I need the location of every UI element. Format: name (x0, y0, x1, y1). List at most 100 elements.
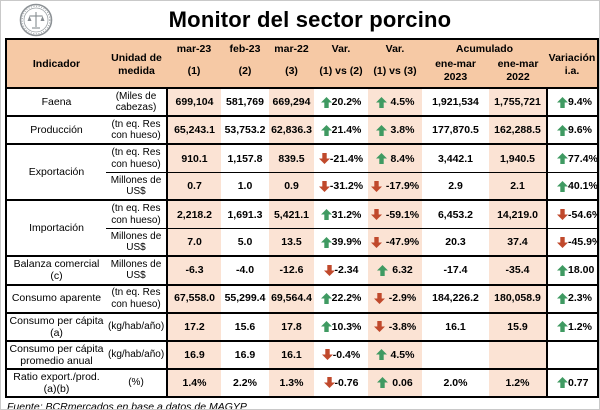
monitor-table: Indicador Unidad de medida mar-23 feb-23… (5, 38, 599, 398)
value-feb23: 1,691.3 (221, 199, 269, 229)
trend-up-icon (375, 96, 387, 108)
trend-down-icon (370, 209, 382, 221)
trend-up-icon (320, 96, 332, 108)
table-row: Consumo per cápita promedio anual (kg/hab… (6, 339, 599, 369)
header-mar23-sub: (1) (167, 57, 221, 89)
trend-up-icon (557, 96, 569, 108)
trend-value: 10.3% (316, 321, 366, 333)
var-1vs3-cell: -59.1% (368, 199, 422, 229)
variacion-ia-cell: -54.6% (547, 199, 599, 229)
trend-down-icon (373, 293, 385, 304)
variacion-ia-cell: -45.9% (547, 227, 599, 257)
value-feb23: 581,769 (221, 87, 269, 117)
var-1vs2-cell: -31.2% (314, 171, 368, 201)
trend-value: -47.9% (370, 236, 420, 248)
trend-up-icon (557, 293, 569, 304)
indicator-cell: Ratio export./prod. (a)(b) (6, 367, 106, 397)
value-feb23: 15.6 (221, 311, 269, 341)
trend-value: -31.2% (316, 180, 366, 192)
var-1vs2-cell: -0.4% (314, 339, 368, 369)
trend-value: 0.77 (550, 377, 595, 389)
variacion-ia-cell: 0.77 (547, 367, 599, 397)
value-mar22: 669,294 (269, 87, 314, 117)
acum-2023-cell: 16.1 (422, 311, 489, 341)
value-mar23: 2,218.2 (167, 199, 221, 229)
variacion-ia-cell: 40.1% (547, 171, 599, 201)
trend-down-icon (321, 349, 333, 361)
value-mar23: 7.0 (167, 227, 221, 257)
acum-2023-cell: 184,226.2 (422, 283, 489, 313)
trend-value: 8.4% (370, 153, 420, 165)
value-feb23: 2.2% (221, 367, 269, 397)
acum-2023-cell: -17.4 (422, 255, 489, 285)
table-header: Indicador Unidad de medida mar-23 feb-23… (6, 39, 599, 89)
acum-2023-cell: 3,442.1 (422, 143, 489, 173)
trend-up-icon (320, 293, 332, 304)
acum-2022-cell: 1,940.5 (489, 143, 549, 173)
unit-cell: Millones de US$ (106, 171, 168, 201)
table-row: Importación (tn eq. Res con hueso) 2,218.2… (6, 199, 599, 257)
var-1vs2-cell: 31.2% (314, 199, 368, 229)
acum-2022-cell: 14,219.0 (489, 199, 549, 229)
header-mar23: mar-23 (167, 39, 221, 58)
value-feb23: 53,753.2 (221, 115, 269, 145)
indicator-cell: Consumo per cápita (a) (6, 311, 106, 341)
trend-down-icon (373, 321, 385, 333)
trend-value: -3.8% (370, 321, 420, 333)
trend-up-icon (320, 209, 332, 221)
trend-value: 1.2% (550, 321, 595, 333)
var-1vs2-cell: 20.2% (314, 87, 368, 117)
trend-value: -45.9% (550, 236, 599, 248)
value-mar22: -12.6 (269, 255, 314, 285)
var-1vs2-cell: 39.9% (314, 227, 368, 257)
var-1vs2-cell: 22.2% (314, 283, 368, 313)
trend-value: 0.06 (370, 377, 420, 389)
table-row: Producción (tn eq. Res con hueso) 65,243.1… (6, 115, 599, 145)
trend-value: 9.4% (550, 96, 595, 108)
value-mar22: 16.1 (269, 339, 314, 369)
trend-value: -54.6% (550, 209, 599, 221)
header-variacion-ia: Variación i.a. (547, 39, 599, 89)
table-row: Consumo per cápita (a) (kg/hab/año) 17.2 15… (6, 311, 599, 341)
trend-value: -59.1% (370, 209, 420, 221)
trend-down-icon (370, 180, 382, 192)
trend-up-icon (375, 153, 387, 165)
header-mar22: mar-22 (269, 39, 314, 58)
trend-up-icon (320, 236, 332, 248)
trend-value: 21.4% (316, 124, 366, 136)
acum-2023-cell: 6,453.2 (422, 199, 489, 229)
trend-up-icon (375, 124, 387, 136)
trend-value: 40.1% (550, 180, 598, 192)
acum-2022-cell: -35.4 (489, 255, 549, 285)
trend-value: 22.2% (316, 292, 366, 304)
var-1vs3-cell: 6.32 (368, 255, 422, 285)
table-row: Faena (Miles de cabezas) 699,104 581,769 669… (6, 87, 599, 117)
trend-value: 31.2% (316, 209, 366, 221)
acum-2022-cell (489, 339, 549, 369)
trend-up-icon (557, 321, 569, 333)
acum-2022-cell: 1,755,721 (489, 87, 549, 117)
table-body: Faena (Miles de cabezas) 699,104 581,769 669… (6, 87, 599, 397)
header-acumulado: Acumulado (422, 39, 548, 58)
indicator-cell: Producción (6, 115, 106, 145)
variacion-ia-cell: 1.2% (547, 311, 599, 341)
table-row: Millones de US$ 0.7 1.0 0.9 -31.2% -17.9% 2.9 2… (6, 171, 599, 201)
value-mar23: 17.2 (167, 311, 221, 341)
trend-up-icon (377, 377, 389, 389)
value-feb23: 5.0 (221, 227, 269, 257)
table-row: Ratio export./prod. (a)(b) (%) 1.4% 2.2% 1.3… (6, 367, 599, 397)
value-mar23: 1.4% (167, 367, 221, 397)
value-mar22: 17.8 (269, 311, 314, 341)
var-1vs3-cell: 3.8% (368, 115, 422, 145)
trend-value: 2.3% (550, 292, 595, 304)
trend-value: 6.32 (370, 264, 420, 276)
trend-value: 77.4% (550, 153, 598, 165)
trend-down-icon (370, 236, 382, 248)
trend-up-icon (375, 349, 387, 361)
unit-cell: (tn eq. Res con hueso) (106, 199, 168, 229)
value-mar23: -6.3 (167, 255, 221, 285)
trend-value: 39.9% (316, 236, 366, 248)
title-band: Monitor del sector porcino (5, 1, 595, 38)
trend-up-icon (557, 124, 569, 136)
